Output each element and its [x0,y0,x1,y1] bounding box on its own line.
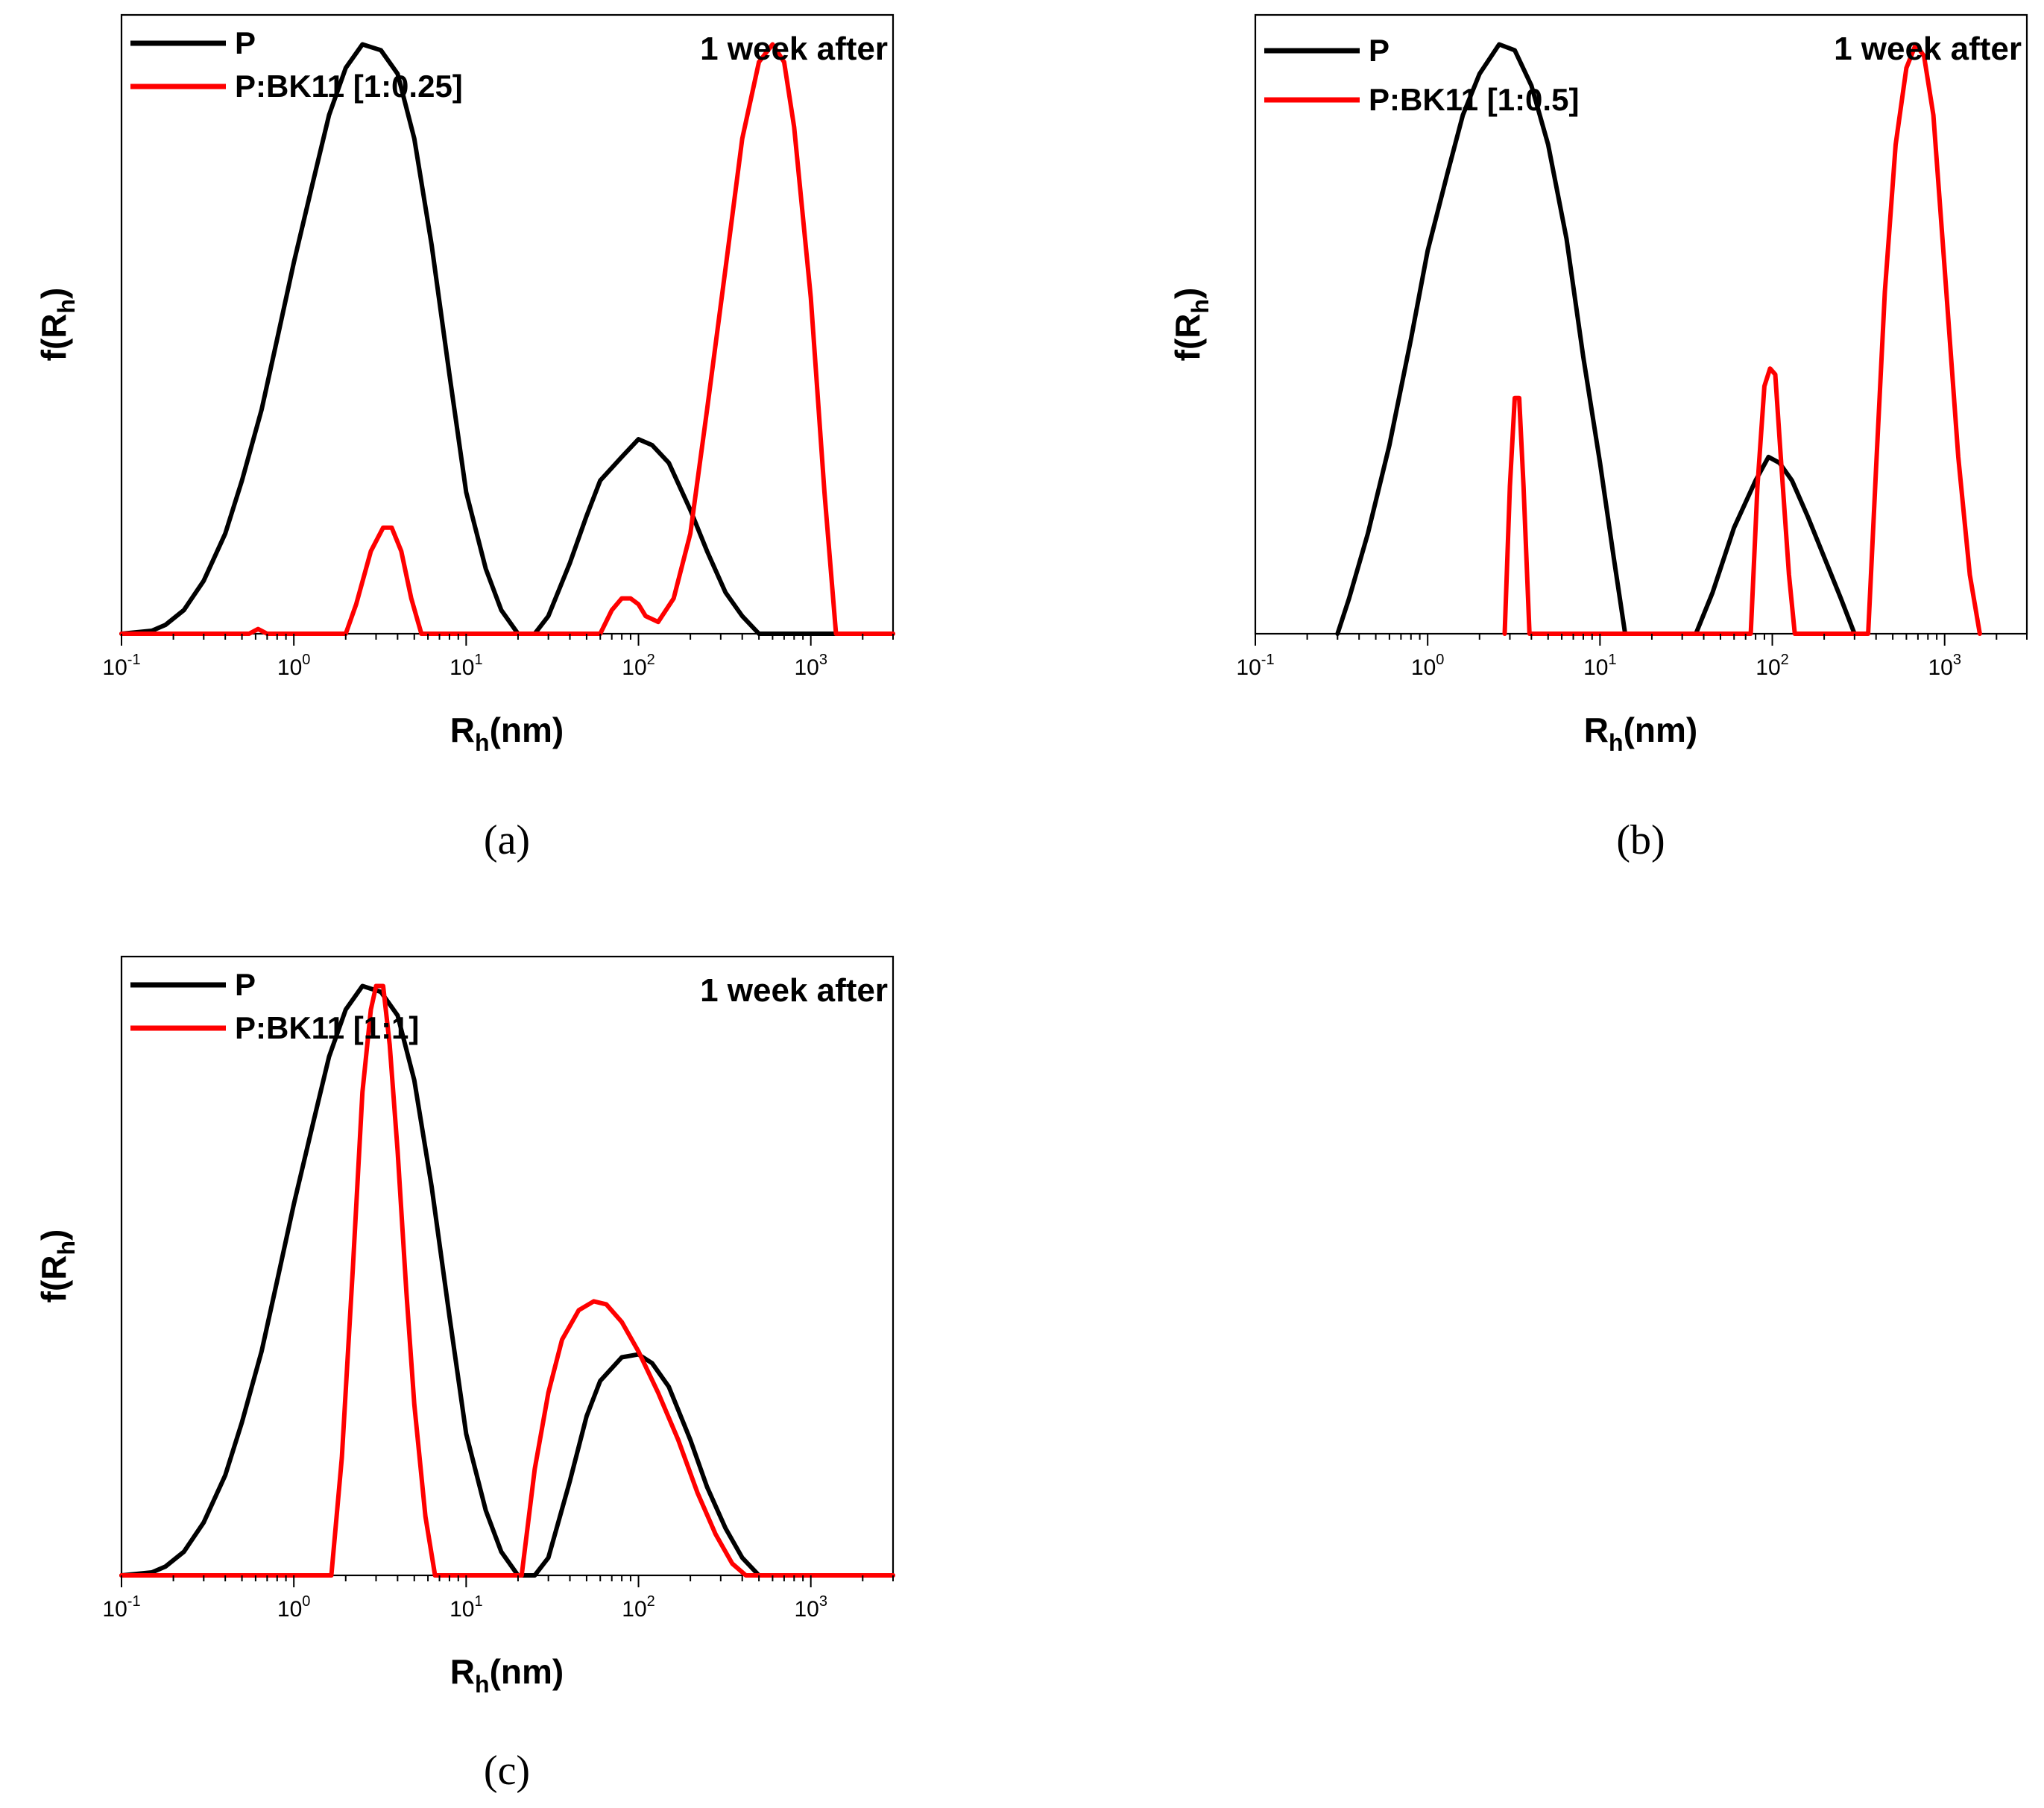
legend-label-bk11: P:BK11 [1:0.25] [235,69,463,104]
x-tick-label: 100 [277,652,311,680]
y-axis-tail: ) [1168,288,1207,299]
y-axis-tail: ) [34,288,73,299]
series-line-p [119,983,895,1578]
x-tick-label: 103 [794,652,827,680]
legend-label-p: P [235,967,256,1002]
panel-label: (a) [484,817,530,863]
x-axis-main: R [450,1652,475,1691]
y-axis-sub: h [53,299,80,314]
x-axis-sub: h [475,1671,490,1698]
series-line-bk11 [119,983,895,1578]
x-tick-label: 101 [1583,652,1617,680]
x-tick-label: 102 [622,652,655,680]
x-tick-label: 102 [1756,652,1789,680]
x-axis-sub: h [475,729,490,756]
x-tick-label: 101 [450,652,483,680]
series-layer [119,42,895,636]
y-axis-sub: h [1187,299,1214,314]
y-axis-tail: ) [34,1229,73,1241]
x-axis-title: Rh(nm) [1584,711,1697,756]
panel-label: (c) [484,1748,530,1794]
series-line-p [119,42,895,636]
x-axis-main: R [1584,711,1609,749]
x-tick-label: 103 [794,1593,827,1622]
x-tick-label: 10-1 [102,1593,140,1622]
x-tick-label: 10-1 [1236,652,1274,680]
y-axis-title: f(Rh) [1168,288,1214,362]
y-axis-main: f(R [1168,314,1207,362]
x-tick-label: 101 [450,1593,483,1622]
y-axis-sub: h [53,1241,80,1256]
panel-b: 10-1 100 101 102 103 P P:BK11 [1:0.5] 1 week… [1168,13,2028,863]
legend-label-p: P [1369,33,1390,68]
x-tick-label: 100 [1411,652,1445,680]
annotation: 1 week after [700,31,888,67]
plot-frame [120,955,895,1577]
y-axis-title: f(Rh) [34,1229,80,1303]
panel-c: 10-1 100 101 102 103 P P:BK11 [1:1] 1 week a… [34,955,895,1794]
y-axis-main: f(R [34,314,73,362]
x-tick-label: 10-1 [102,652,140,680]
x-axis-tail: (nm) [490,1652,564,1691]
x-axis-title: Rh(nm) [450,1652,564,1698]
x-axis-main: R [450,711,475,749]
tick-layer: 10-1 100 101 102 103 [102,634,894,680]
series-layer [119,983,895,1578]
x-tick-label: 102 [622,1593,655,1622]
series-line-p [1335,42,1857,636]
annotation: 1 week after [1834,31,2022,67]
panel-label: (b) [1616,817,1665,863]
y-axis-title: f(Rh) [34,288,80,362]
x-axis-tail: (nm) [1624,711,1698,749]
legend-label-bk11: P:BK11 [1:0.5] [1369,82,1579,117]
plot-frame [120,13,895,635]
series-line-bk11 [1502,42,1982,636]
x-tick-label: 103 [1928,652,1961,680]
series-line-bk11 [119,42,895,636]
annotation: 1 week after [700,972,888,1009]
tick-layer: 10-1 100 101 102 103 [1236,634,2028,680]
tick-layer: 10-1 100 101 102 103 [102,1575,894,1622]
panel-a: 10-1 100 101 102 103 P P:BK11 [1:0.25] 1 wee… [34,13,895,863]
series-layer [1335,42,1982,636]
x-axis-title: Rh(nm) [450,711,564,756]
x-axis-sub: h [1609,729,1624,756]
legend-label-p: P [235,25,256,60]
y-axis-main: f(R [34,1256,73,1303]
x-tick-label: 100 [277,1593,311,1622]
x-axis-tail: (nm) [490,711,564,749]
legend-label-bk11: P:BK11 [1:1] [235,1010,419,1045]
